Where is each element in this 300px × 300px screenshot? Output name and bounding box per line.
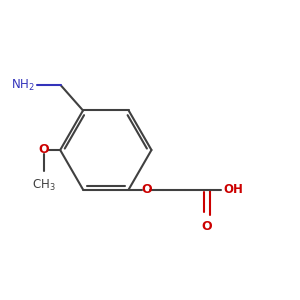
Text: O: O	[39, 143, 49, 157]
Text: NH$_2$: NH$_2$	[11, 78, 34, 93]
Text: O: O	[141, 183, 152, 196]
Text: OH: OH	[224, 183, 243, 196]
Text: O: O	[201, 220, 212, 233]
Text: CH$_3$: CH$_3$	[32, 178, 56, 193]
